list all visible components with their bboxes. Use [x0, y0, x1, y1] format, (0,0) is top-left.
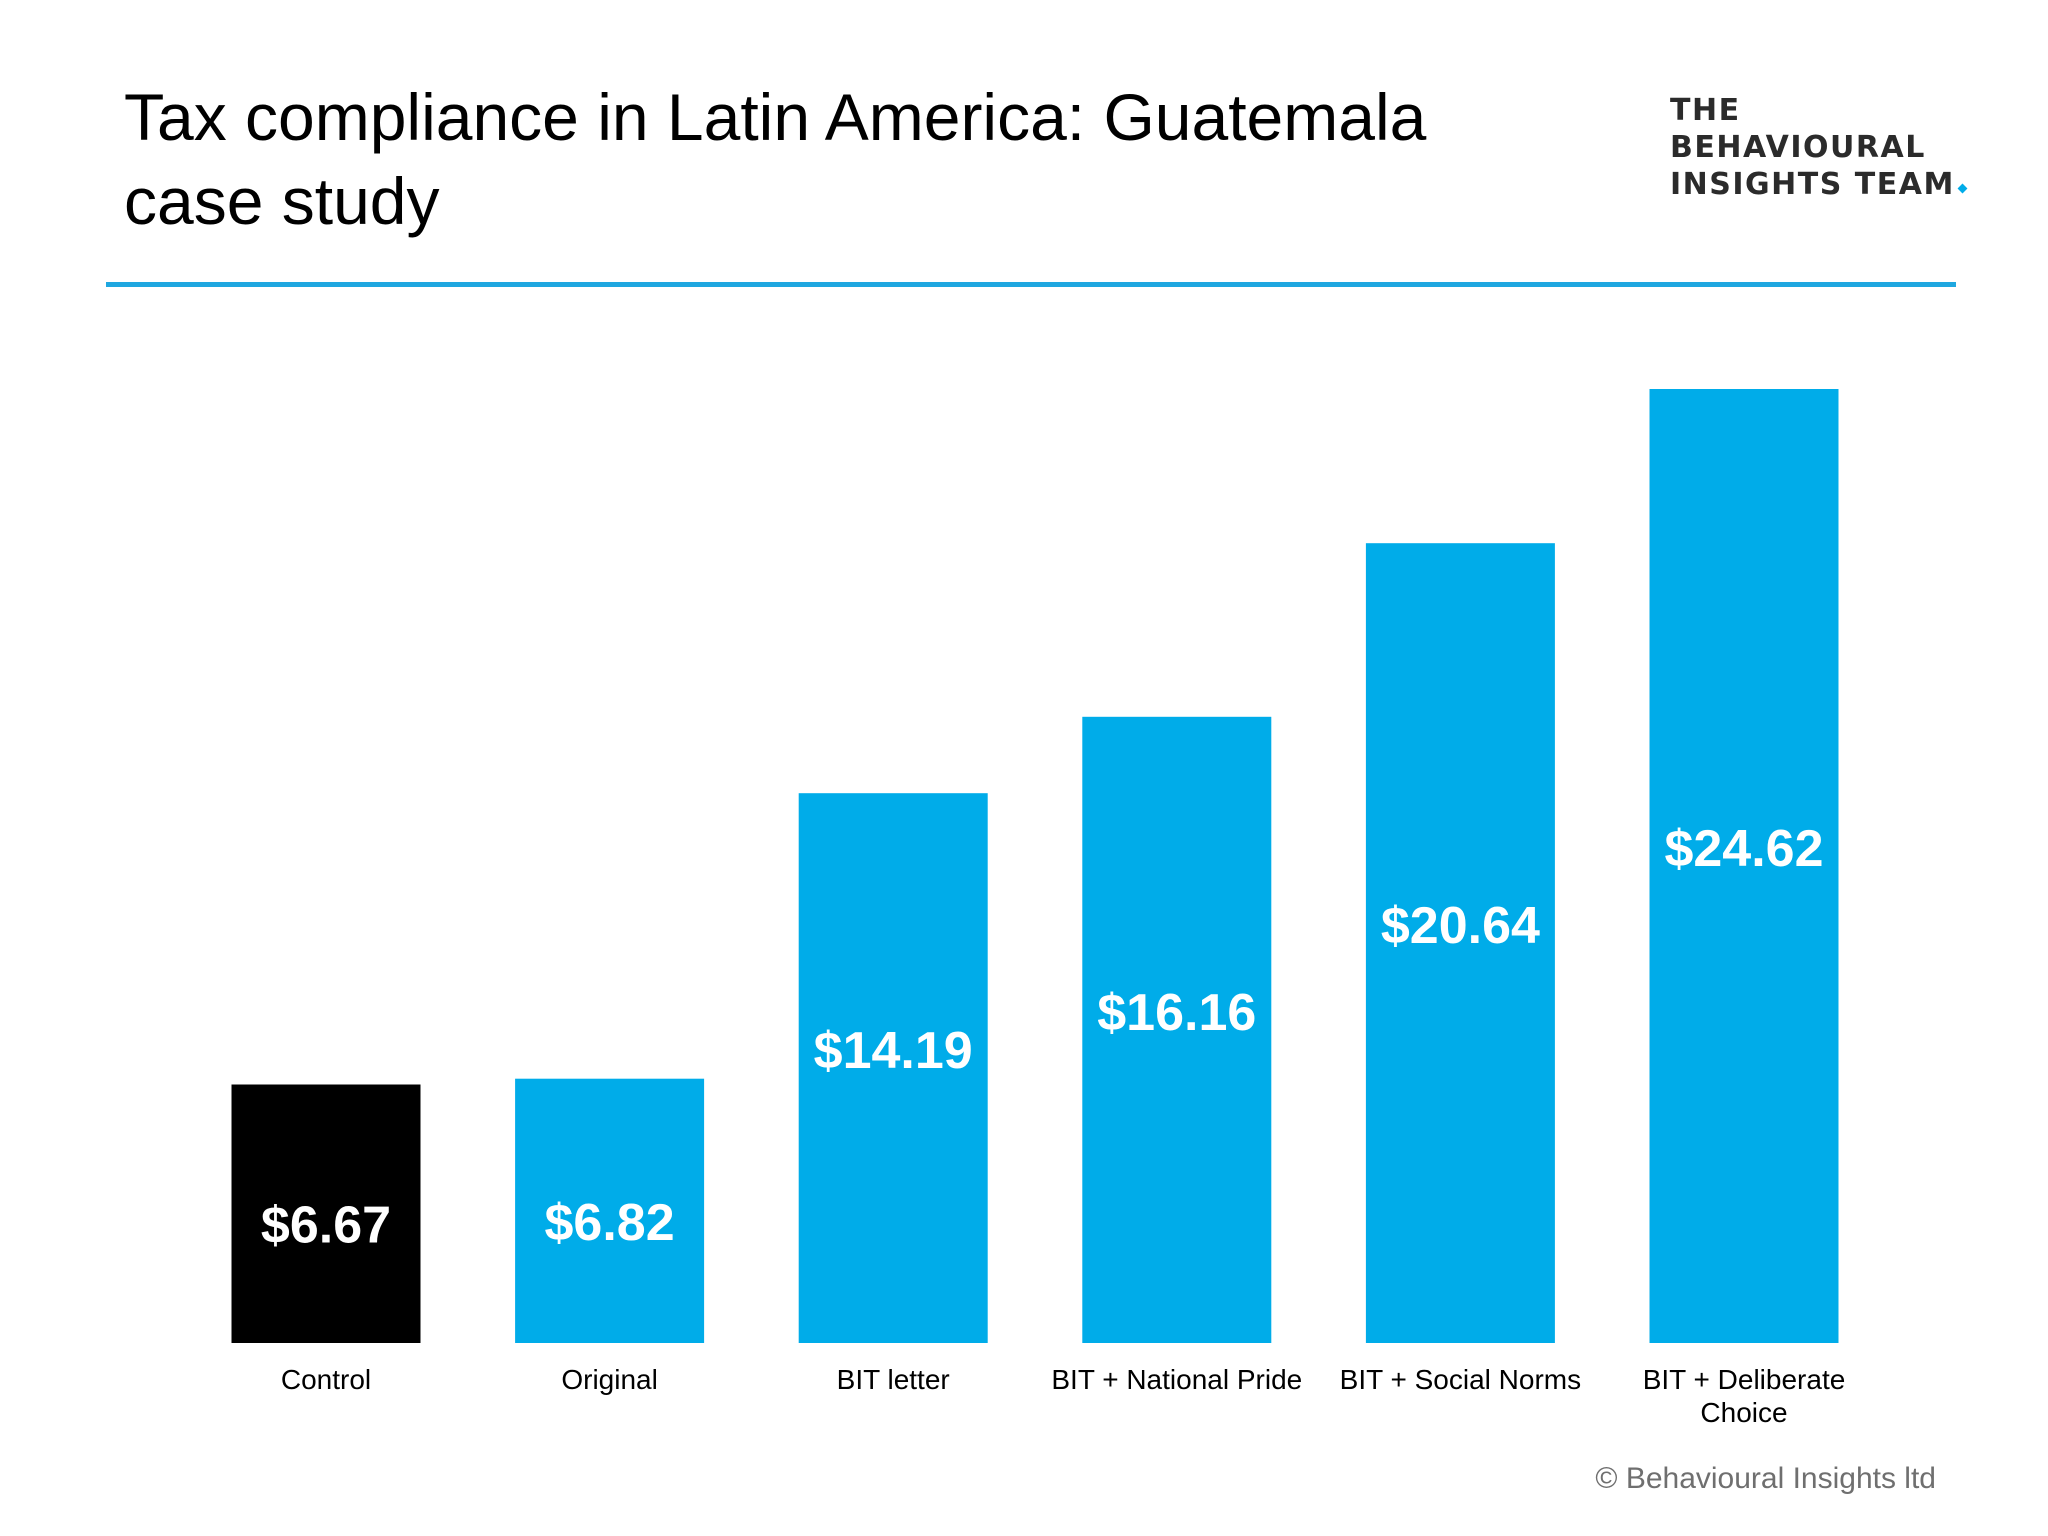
copyright-notice: © Behavioural Insights ltd [1595, 1462, 1936, 1495]
bar-0 [231, 1084, 421, 1343]
bar-2 [798, 793, 988, 1343]
bar-value-label-5: $24.62 [1664, 820, 1823, 878]
bar-value-label-0: $6.67 [261, 1197, 391, 1255]
bar-value-label-3: $16.16 [1097, 984, 1256, 1042]
category-label-5-line-0: BIT + Deliberate [1643, 1364, 1846, 1395]
bar-4 [1365, 543, 1555, 1343]
header-rule [106, 282, 1956, 287]
bar-3 [1082, 716, 1272, 1343]
bar-5 [1649, 389, 1839, 1343]
category-label-1: Original [561, 1364, 657, 1395]
bar-value-label-4: $20.64 [1381, 897, 1540, 955]
bar-value-label-1: $6.82 [545, 1194, 675, 1252]
logo-line-2: BEHAVIOURAL [1670, 130, 1926, 165]
slide-title-line-1: Tax compliance in Latin America: Guatema… [124, 80, 1427, 154]
category-label-2: BIT letter [837, 1364, 950, 1395]
category-label-4: BIT + Social Norms [1340, 1364, 1581, 1395]
bar-value-label-2: $14.19 [814, 1022, 973, 1080]
logo-line-3-wrap: INSIGHTS TEAM [1670, 166, 1968, 203]
category-label-5-line-1: Choice [1700, 1397, 1787, 1428]
category-label-0: Control [281, 1364, 371, 1395]
behavioural-insights-team-logo: THE BEHAVIOURAL INSIGHTS TEAM [1670, 92, 1968, 203]
logo-line-1: THE [1670, 93, 1741, 128]
category-label-3: BIT + National Pride [1051, 1364, 1302, 1395]
slide-title-line-2: case study [124, 164, 440, 238]
logo-line-3: INSIGHTS TEAM [1670, 167, 1955, 202]
bar-1 [515, 1078, 705, 1343]
